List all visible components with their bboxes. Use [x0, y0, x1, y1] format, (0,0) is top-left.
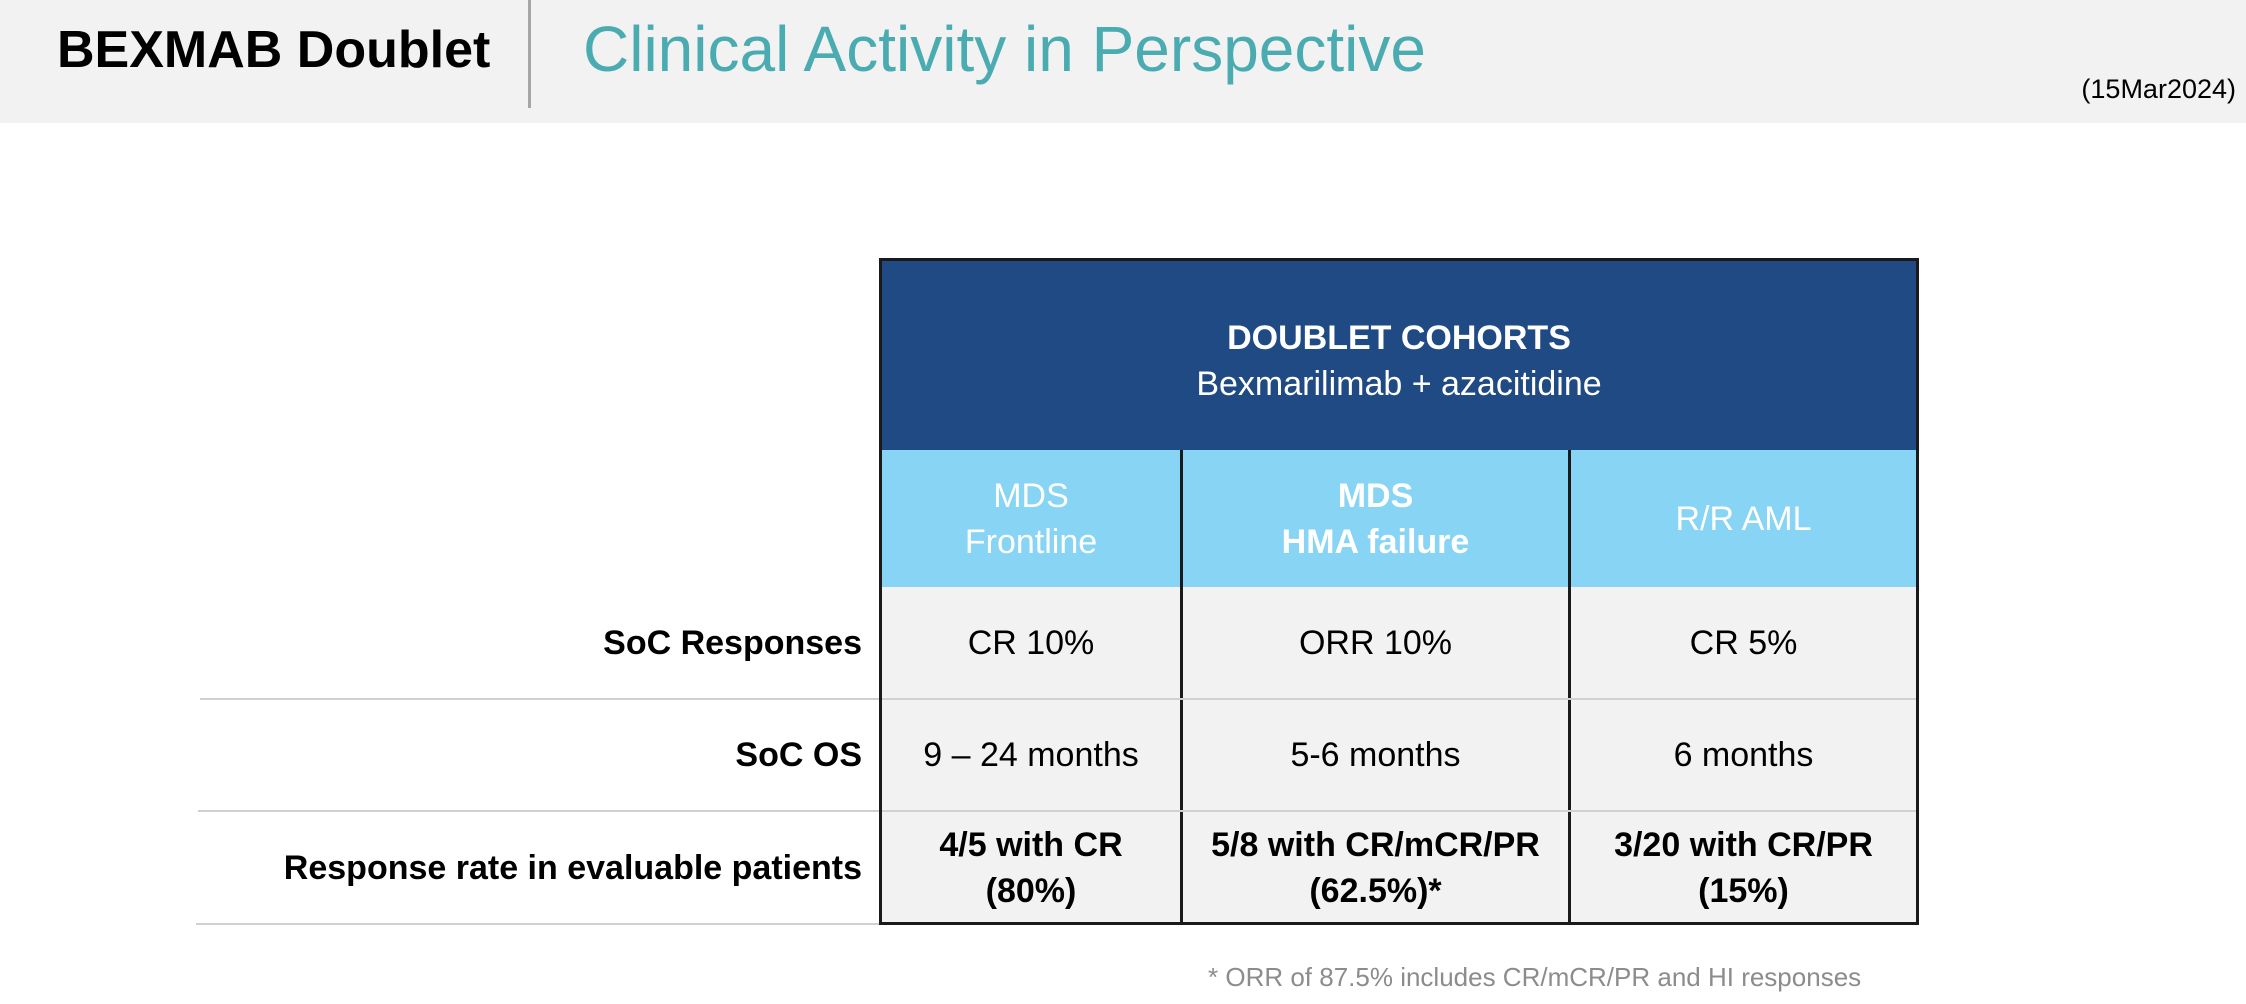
column-header-line1: MDS — [1337, 476, 1414, 515]
table-cell: CR 10% — [882, 587, 1180, 699]
cell-text: 5/8 with CR/mCR/PR — [1211, 826, 1540, 864]
deck-title: BEXMAB Doublet — [57, 21, 491, 79]
doublet-cohorts-header: DOUBLET COHORTS Bexmarilimab + azacitidi… — [879, 258, 1919, 450]
row-label-response-rate: Response rate in evaluable patients — [283, 848, 862, 887]
cell-text: ORR 10% — [1298, 624, 1453, 662]
row-separator — [882, 698, 1916, 700]
date-stamp: (15Mar2024) — [2081, 74, 2236, 104]
cell-text: (80%) — [985, 872, 1077, 910]
table-cell: 5/8 with CR/mCR/PR (62.5%)* — [1183, 811, 1568, 925]
cell-text: (15%) — [1698, 872, 1789, 910]
row-separator — [882, 810, 1916, 812]
column-divider — [1180, 587, 1183, 925]
slide-header: BEXMAB Doublet Clinical Activity in Pers… — [0, 0, 2246, 123]
row-label-soc-responses: SoC Responses — [603, 623, 862, 662]
table-cell: 6 months — [1571, 699, 1916, 811]
table-cell: ORR 10% — [1183, 587, 1568, 699]
cell-text: CR 5% — [1689, 624, 1798, 662]
slide-title: Clinical Activity in Perspective — [583, 13, 1426, 85]
cell-text: 4/5 with CR — [939, 826, 1123, 864]
table-cell: 9 – 24 months — [882, 699, 1180, 811]
row-separator — [200, 698, 879, 700]
column-header-line1: R/R AML — [1675, 499, 1812, 538]
cell-text: 3/20 with CR/PR — [1614, 826, 1873, 864]
table-cell: CR 5% — [1571, 587, 1916, 699]
table-cell: 5-6 months — [1183, 699, 1568, 811]
column-header-line2: HMA failure — [1281, 522, 1470, 561]
cell-text: (62.5%)* — [1309, 872, 1442, 910]
column-header-mds-hma-failure: MDS HMA failure — [1180, 450, 1568, 587]
column-header-line2: Frontline — [964, 522, 1098, 561]
column-header-line1: MDS — [993, 476, 1069, 515]
table-body — [879, 587, 1919, 925]
column-header-rr-aml: R/R AML — [1568, 450, 1919, 587]
cell-text: 9 – 24 months — [923, 736, 1139, 774]
table-cell: 4/5 with CR (80%) — [882, 811, 1180, 925]
cohorts-title: DOUBLET COHORTS — [1227, 319, 1571, 357]
cell-text: 6 months — [1673, 736, 1814, 774]
row-separator — [196, 923, 879, 925]
column-divider — [1568, 587, 1571, 925]
table-cell: 3/20 with CR/PR (15%) — [1571, 811, 1916, 925]
column-header-mds-frontline: MDS Frontline — [879, 450, 1180, 587]
footnote: * ORR of 87.5% includes CR/mCR/PR and HI… — [1208, 962, 1862, 992]
header-divider — [528, 0, 531, 108]
row-separator — [198, 810, 879, 812]
cell-text: CR 10% — [967, 624, 1095, 662]
cell-text: 5-6 months — [1290, 736, 1461, 774]
row-label-soc-os: SoC OS — [735, 735, 862, 774]
cohorts-subtitle: Bexmarilimab + azacitidine — [1196, 365, 1602, 403]
